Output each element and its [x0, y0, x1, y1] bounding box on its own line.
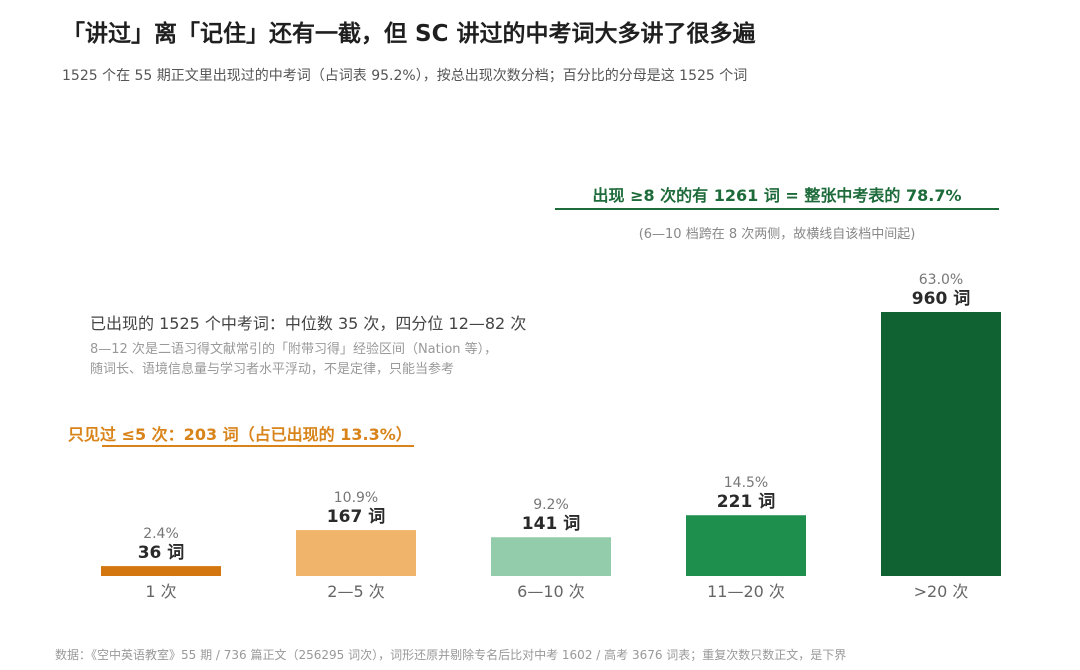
bar-percent-label-4: 63.0% — [919, 272, 963, 288]
bar-value-label-3: 221 词 — [717, 492, 775, 512]
bar-percent-label-2: 9.2% — [533, 497, 569, 513]
bar-1 — [296, 530, 416, 576]
green-callout-note: (6—10 档跨在 8 次两侧，故横线自该档中间起) — [638, 227, 916, 242]
bars-layer: 36 词2.4% 1 次 167 词10.9% 2—5 次 141 词9.2% 6—10 … — [101, 272, 1001, 601]
distribution-note-line-2: 随词长、语境信息量与学习者水平浮动，不是定律，只能当参考 — [90, 362, 455, 377]
bar-value-label-4: 960 词 — [912, 289, 970, 309]
data-source-footer: 数据：《空中英语教室》55 期 / 736 篇正文（256295 词次），词形还… — [55, 648, 847, 662]
bar-0 — [101, 566, 221, 576]
bar-value-label-1: 167 词 — [327, 507, 385, 527]
chart-subtitle: 1525 个在 55 期正文里出现过的中考词（占词表 95.2%），按总出现次数… — [62, 68, 748, 84]
category-label-3: 11—20 次 — [707, 582, 785, 601]
green-callout: 出现 ≥8 次的有 1261 词 = 整张中考表的 78.7% — [592, 186, 962, 205]
bar-3 — [686, 515, 806, 576]
orange-callout: 只见过 ≤5 次：203 词（占已出现的 13.3%） — [68, 425, 412, 444]
bar-value-label-2: 141 词 — [522, 514, 580, 534]
distribution-note-line-1: 8—12 次是二语习得文献常引的「附带习得」经验区间（Nation 等）， — [90, 342, 498, 357]
distribution-note: 8—12 次是二语习得文献常引的「附带习得」经验区间（Nation 等）， 随词… — [90, 340, 497, 380]
category-label-1: 2—5 次 — [327, 582, 384, 601]
category-label-2: 6—10 次 — [517, 582, 585, 601]
bar-value-label-0: 36 词 — [138, 543, 185, 563]
distribution-summary: 已出现的 1525 个中考词：中位数 35 次，四分位 12—82 次 — [90, 314, 527, 333]
bar-2 — [491, 537, 611, 576]
bar-percent-label-0: 2.4% — [143, 526, 179, 542]
bar-4 — [881, 312, 1001, 576]
bar-percent-label-1: 10.9% — [334, 490, 378, 506]
category-label-0: 1 次 — [145, 582, 176, 601]
category-label-4: >20 次 — [914, 582, 969, 601]
bar-percent-label-3: 14.5% — [724, 475, 768, 491]
chart-title: 「讲过」离「记住」还有一截，但 SC 讲过的中考词大多讲了很多遍 — [62, 21, 756, 47]
